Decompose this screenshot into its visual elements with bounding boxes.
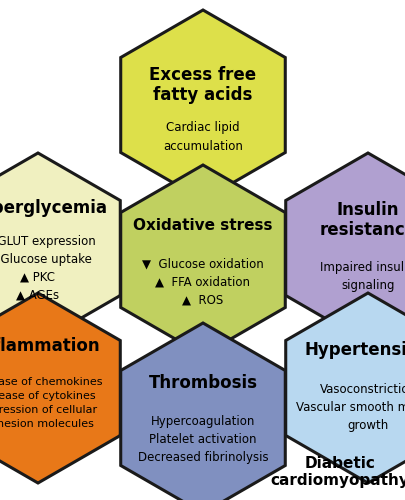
Polygon shape [120, 165, 285, 355]
Text: Cardiac lipid
accumulation: Cardiac lipid accumulation [163, 122, 242, 152]
Text: ▼  Glucose oxidation
▲  FFA oxidation
▲  ROS: ▼ Glucose oxidation ▲ FFA oxidation ▲ RO… [142, 258, 263, 306]
Text: Insulin
resistance: Insulin resistance [319, 200, 405, 239]
Polygon shape [120, 10, 285, 200]
Polygon shape [0, 153, 120, 343]
Polygon shape [0, 293, 120, 483]
Text: Hyperglycemia: Hyperglycemia [0, 199, 108, 217]
Text: Excess free
fatty acids: Excess free fatty acids [149, 66, 256, 104]
Polygon shape [120, 323, 285, 500]
Text: Hypercoagulation
Platelet activation
Decreased fibrinolysis: Hypercoagulation Platelet activation Dec… [137, 416, 268, 465]
Text: Oxidative stress: Oxidative stress [133, 218, 272, 232]
Polygon shape [285, 293, 405, 483]
Text: Thrombosis: Thrombosis [148, 374, 257, 392]
Text: Vasoconstriction
Vascular smooth muscle
growth: Vasoconstriction Vascular smooth muscle … [295, 384, 405, 432]
Text: Inflammation: Inflammation [0, 337, 100, 355]
Text: Hypertension: Hypertension [304, 341, 405, 359]
Text: ▼  GLUT expression
▼  Glucose uptake
▲ PKC
▲ AGEs: ▼ GLUT expression ▼ Glucose uptake ▲ PKC… [0, 234, 95, 302]
Text: Impaired insulin
signaling: Impaired insulin signaling [320, 260, 405, 292]
Polygon shape [285, 153, 405, 343]
Text: Diabetic
cardiomyopathy: Diabetic cardiomyopathy [270, 456, 405, 488]
Text: Release of chemokines
Release of cytokines
Expression of cellular
adhesion molec: Release of chemokines Release of cytokin… [0, 377, 102, 429]
